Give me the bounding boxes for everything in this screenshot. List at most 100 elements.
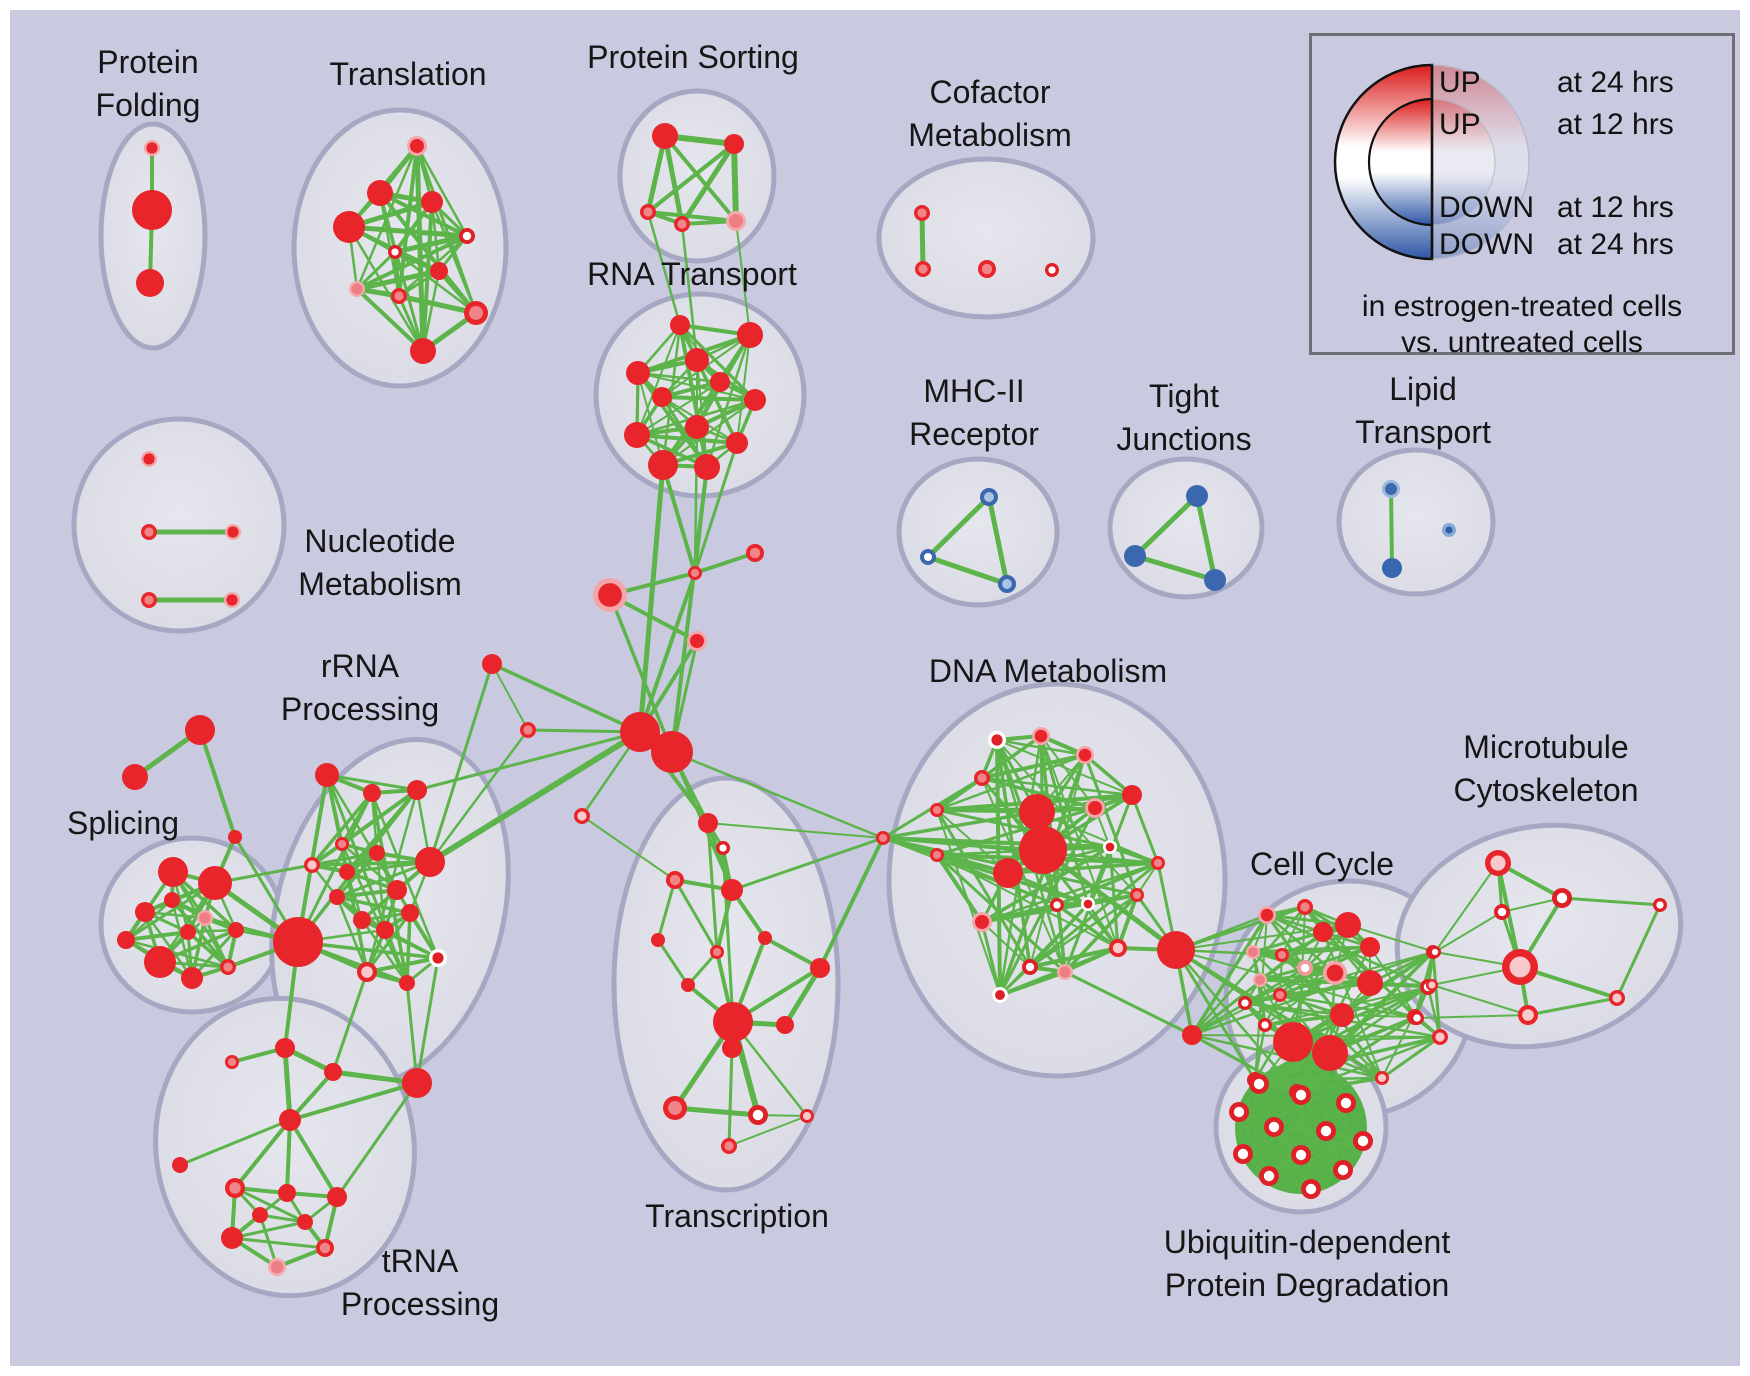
- node-dna: [1151, 856, 1165, 870]
- edge: [1238, 1111, 1312, 1190]
- node-cell_cycle: [1432, 1029, 1448, 1045]
- node-splicing: [164, 892, 180, 908]
- legend-inner-right-half: [1431, 98, 1496, 226]
- node-dna: [1019, 826, 1067, 874]
- node-connectors: [520, 722, 536, 738]
- node-connectors: [687, 631, 707, 651]
- node-lipid: [1382, 558, 1402, 578]
- node-rrna: [415, 847, 445, 877]
- edge: [405, 911, 412, 985]
- edge: [818, 836, 885, 970]
- edge: [1063, 793, 1134, 974]
- node-tight_junctions: [1186, 485, 1208, 507]
- edge: [1056, 904, 1066, 973]
- node-rna_transport: [670, 315, 690, 335]
- node-nucleotide: [224, 592, 240, 608]
- edge: [170, 898, 194, 980]
- node-splicing: [135, 902, 155, 922]
- node-transcription: [710, 945, 724, 959]
- node-transcription: [663, 1096, 687, 1120]
- node-ubiquitin: [1229, 1102, 1249, 1122]
- node-rna_transport: [685, 348, 709, 372]
- node-rrna: [353, 911, 371, 929]
- node-dna: [876, 831, 890, 845]
- edge: [693, 551, 757, 575]
- node-cell_cycle: [1182, 1025, 1202, 1045]
- edge: [310, 860, 432, 867]
- edge: [1265, 913, 1350, 927]
- edge: [233, 1186, 307, 1224]
- node-cell_cycle: [1297, 899, 1313, 915]
- node-transcription: [748, 1105, 768, 1125]
- node-trna: [225, 1055, 239, 1069]
- edge: [230, 1236, 327, 1250]
- node-translation: [333, 211, 365, 243]
- node-nucleotide: [141, 592, 157, 608]
- node-translation: [464, 301, 488, 325]
- edge: [686, 950, 719, 987]
- edge: [233, 1118, 292, 1190]
- node-transcription: [776, 1016, 794, 1034]
- node-protein_sorting: [724, 134, 744, 154]
- edge: [1055, 903, 1120, 950]
- edge: [490, 662, 642, 734]
- legend-key: DOWN: [1439, 191, 1534, 224]
- edge: [1268, 1102, 1347, 1177]
- node-trna: [275, 1038, 295, 1058]
- edge: [925, 494, 992, 560]
- node-microtubule: [1426, 979, 1438, 991]
- edge: [310, 791, 374, 867]
- edge: [1342, 1102, 1347, 1171]
- node-connectors: [122, 764, 148, 790]
- node-dna: [972, 912, 992, 932]
- node-rna_transport: [694, 454, 720, 480]
- node-protein_folding: [136, 269, 164, 297]
- edge: [1190, 913, 1269, 1037]
- node-connectors: [620, 712, 660, 752]
- node-transcription: [651, 933, 665, 947]
- node-lipid: [1442, 523, 1456, 537]
- node-dna: [1122, 785, 1142, 805]
- node-microtubule: [1552, 888, 1572, 908]
- node-microtubule: [1485, 850, 1511, 876]
- edge: [378, 191, 401, 298]
- edge: [288, 1118, 339, 1199]
- node-rna_transport: [726, 432, 748, 454]
- node-transcription: [758, 931, 772, 945]
- legend-box: UP at 24 hrs UP at 12 hrs DOWN at 12 hrs…: [1309, 33, 1735, 359]
- node-translation: [349, 281, 365, 297]
- edge: [1381, 986, 1429, 1079]
- legend-footnote-line2: vs. untreated cells: [1401, 326, 1643, 359]
- node-trna: [278, 1184, 296, 1202]
- node-cell_cycle: [1246, 945, 1260, 959]
- node-transcription: [722, 1038, 742, 1058]
- edge: [282, 1045, 293, 1123]
- node-splicing: [228, 922, 244, 938]
- edge: [370, 791, 440, 960]
- edge: [285, 1118, 292, 1195]
- node-cell_cycle: [1157, 931, 1195, 969]
- edge: [1431, 984, 1529, 1016]
- edge: [1416, 1014, 1529, 1019]
- edge: [936, 809, 1001, 996]
- edge: [428, 662, 494, 864]
- edge: [705, 333, 752, 469]
- node-trna: [221, 1227, 243, 1249]
- edge: [1560, 896, 1662, 907]
- legend-key: UP: [1439, 108, 1481, 141]
- cluster-ellipse-nucleotide: [71, 416, 287, 634]
- cluster-ellipse-cofactor: [876, 156, 1096, 320]
- node-ubiquitin: [1333, 1160, 1353, 1180]
- node-dna: [974, 770, 990, 786]
- edge: [636, 324, 681, 436]
- edge: [1028, 946, 1120, 969]
- edge: [935, 853, 984, 924]
- edge: [646, 210, 738, 223]
- node-transcription: [800, 1109, 814, 1123]
- node-translation: [367, 180, 393, 206]
- node-cell_cycle: [1273, 1022, 1313, 1062]
- edge: [661, 463, 697, 575]
- edge: [731, 141, 739, 224]
- node-splicing: [198, 866, 232, 900]
- edge: [143, 910, 207, 920]
